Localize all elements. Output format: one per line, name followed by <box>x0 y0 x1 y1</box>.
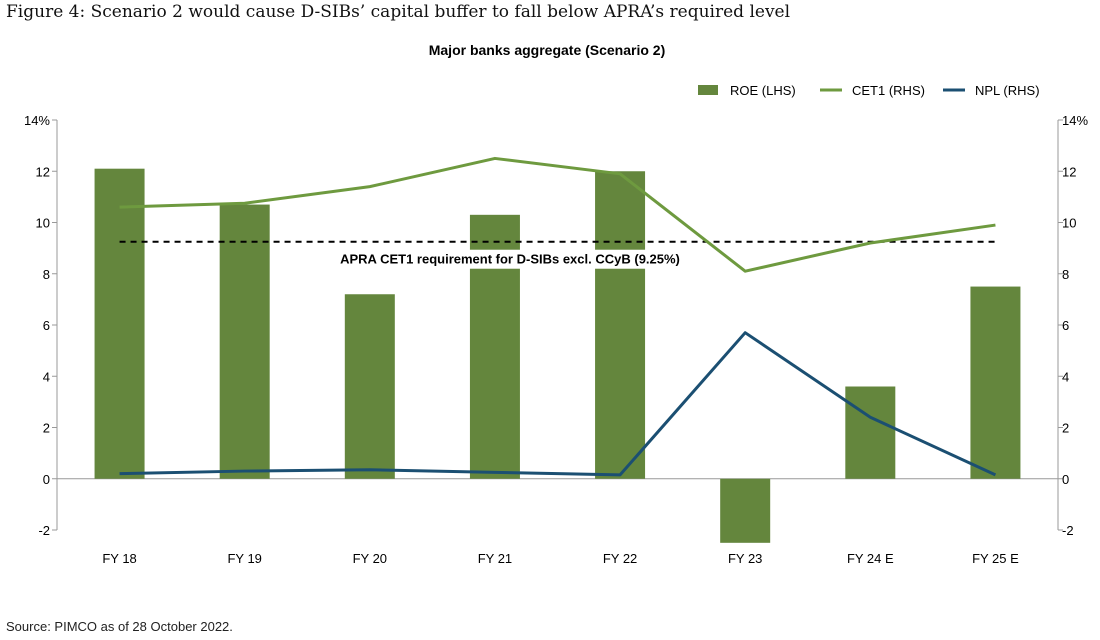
figure-title: Figure 4: Scenario 2 would cause D-SIBs’… <box>6 2 791 22</box>
y-axis-left: -2 0 2 4 6 8 10 12 14% <box>24 113 58 538</box>
y-tick-label-right: 2 <box>1062 421 1069 436</box>
legend-cet1-label: CET1 (RHS) <box>852 83 925 98</box>
reference-line-group: APRA CET1 requirement for D-SIBs excl. C… <box>119 240 996 269</box>
y-axis-right: -2 0 2 4 6 8 10 12 14% <box>1057 113 1088 538</box>
legend-roe-label: ROE (LHS) <box>730 83 796 98</box>
roe-bar <box>94 168 145 479</box>
chart: Major banks aggregate (Scenario 2) ROE (… <box>24 42 1088 566</box>
y-tick-label-right: 14% <box>1062 113 1088 128</box>
y-tick-label-left: 2 <box>43 421 50 436</box>
y-tick-label-left: 6 <box>43 318 50 333</box>
roe-bar <box>344 294 395 479</box>
roe-bar <box>219 204 270 479</box>
y-tick-label-right: 6 <box>1062 318 1069 333</box>
roe-bars <box>94 168 1021 543</box>
y-tick-label-left: 12 <box>36 164 50 179</box>
x-tick-label: FY 20 <box>353 551 387 566</box>
x-tick-label: FY 25 E <box>972 551 1019 566</box>
y-tick-label-left: 14% <box>24 113 50 128</box>
y-tick-label-right: 10 <box>1062 216 1076 231</box>
roe-bar <box>720 478 771 543</box>
y-tick-label-right: -2 <box>1062 523 1074 538</box>
y-tick-label-right: 0 <box>1062 472 1069 487</box>
y-tick-label-left: 8 <box>43 267 50 282</box>
cet1-line <box>119 156 996 273</box>
legend-roe-swatch <box>698 85 718 95</box>
legend-npl-label: NPL (RHS) <box>975 83 1040 98</box>
apra-reference-label-bg <box>336 249 684 269</box>
y-tick-label-right: 12 <box>1062 164 1076 179</box>
x-tick-label: FY 19 <box>227 551 261 566</box>
x-tick-label: FY 24 E <box>847 551 894 566</box>
x-tick-label: FY 18 <box>102 551 136 566</box>
source-note: Source: PIMCO as of 28 October 2022. <box>6 619 233 634</box>
y-tick-label-right: 4 <box>1062 369 1069 384</box>
roe-bar <box>595 171 646 479</box>
y-tick-label-right: 8 <box>1062 267 1069 282</box>
x-tick-label: FY 22 <box>603 551 637 566</box>
legend: ROE (LHS) CET1 (RHS) NPL (RHS) <box>698 83 1040 98</box>
y-tick-label-left: -2 <box>38 523 50 538</box>
y-tick-label-left: 4 <box>43 369 50 384</box>
roe-bar <box>845 386 896 479</box>
chart-title: Major banks aggregate (Scenario 2) <box>429 42 666 58</box>
apra-reference-label: APRA CET1 requirement for D-SIBs excl. C… <box>340 252 680 267</box>
y-tick-label-left: 0 <box>43 472 50 487</box>
x-tick-label: FY 23 <box>728 551 762 566</box>
npl-line <box>119 331 997 477</box>
x-axis: FY 18 FY 19 FY 20 FY 21 FY 22 FY 23 FY 24 E FY … <box>57 478 1058 566</box>
series-lines <box>119 156 997 477</box>
y-tick-label-left: 10 <box>36 216 50 231</box>
roe-bar <box>970 286 1021 479</box>
x-tick-label: FY 21 <box>478 551 512 566</box>
